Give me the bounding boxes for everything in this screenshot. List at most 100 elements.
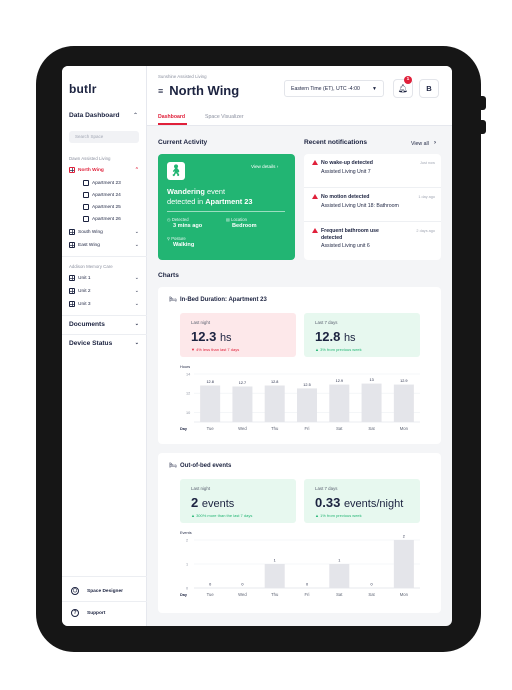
data-label: 0 [371, 583, 373, 587]
chevron-down-icon[interactable]: ⌄ [134, 229, 139, 235]
tablet-side-button [481, 120, 486, 134]
chevron-right-icon[interactable]: › [434, 140, 436, 146]
x-tick-label: Wed [238, 426, 247, 431]
sidebar-item-apartment-25[interactable]: Apartment 25 [83, 202, 143, 212]
sidebar-item-south-wing[interactable]: South Wing ⌄ [69, 227, 143, 237]
x-axis-label: Day [180, 427, 188, 431]
sidebar-item-unit-3[interactable]: Unit 3 ⌄ [69, 299, 143, 309]
divider [62, 334, 147, 335]
x-tick-label: Fri [305, 592, 310, 597]
last-7-days-stat: Last 7 days 0.33 events/night ▲ 1% from … [304, 479, 420, 523]
app-logo[interactable]: butlr [69, 82, 97, 96]
notification-title: No motion detected [321, 194, 370, 200]
y-tick-label: 10 [186, 411, 190, 415]
room-icon [83, 204, 89, 210]
room-icon [83, 192, 89, 198]
support-button[interactable]: ? Support [71, 609, 105, 617]
grid-icon [69, 301, 75, 307]
y-tick-label: 0 [186, 587, 188, 591]
x-tick-label: Mon [400, 592, 409, 597]
notifications-list: No wake-up detected Just now Assisted Li… [304, 154, 441, 260]
app-screen: butlr Data Dashboard ⌃ Search Space Dawn… [62, 66, 452, 626]
sidebar-item-label: Unit 2 [78, 288, 91, 294]
page-title: ≡ North Wing [158, 83, 239, 98]
sidebar-item-label: Unit 3 [78, 301, 91, 307]
stat-change: ▼ 4% less than last 7 days [191, 347, 240, 352]
sidebar: butlr Data Dashboard ⌃ Search Space Dawn… [62, 66, 147, 626]
sidebar-item-label: East Wing [78, 242, 100, 248]
notification-item[interactable]: Frequent bathroom use detected 2 days ag… [304, 222, 441, 260]
chart-bar [296, 388, 318, 422]
x-tick-label: Mon [400, 426, 409, 431]
chevron-down-icon[interactable]: ⌄ [134, 288, 139, 294]
data-label: 12.8 [206, 380, 213, 384]
chevron-up-icon[interactable]: ⌃ [132, 113, 138, 119]
x-tick-label: Thu [271, 592, 279, 597]
stat-change: ▲ 300% more than the last 7 days [191, 513, 253, 518]
timezone-select[interactable]: Eastern Time (ET), UTC -4:00 ▼ [284, 80, 384, 97]
help-icon: ? [71, 609, 79, 617]
card-title: Out-of-bed events [180, 463, 232, 469]
tab-space-visualizer[interactable]: Space Visualizer [205, 114, 244, 120]
x-tick-label: Tue [207, 426, 215, 431]
notification-item[interactable]: No wake-up detected Just now Assisted Li… [304, 154, 441, 188]
sidebar-item-unit-1[interactable]: Unit 1 ⌄ [69, 273, 143, 283]
sidebar-item-unit-2[interactable]: Unit 2 ⌄ [69, 286, 143, 296]
warning-icon [312, 228, 318, 233]
divider [62, 256, 147, 257]
stat-label: Last night [191, 486, 211, 491]
x-tick-label: Sat [368, 592, 375, 597]
current-activity-card[interactable]: 🚶︎ View details › Wandering event detect… [158, 154, 295, 260]
stat-label: Last night [191, 320, 211, 325]
detected-label: Detected [171, 217, 189, 222]
notification-item[interactable]: No motion detected 1 day ago Assisted Li… [304, 188, 441, 222]
data-label: 0 [306, 583, 308, 587]
y-axis-label: Events [180, 531, 192, 535]
chevron-up-icon[interactable]: ⌃ [134, 167, 139, 173]
data-dashboard-section[interactable]: Data Dashboard [69, 112, 120, 119]
chevron-down-icon[interactable]: ⌄ [134, 340, 139, 346]
notification-count-badge: 1 [404, 76, 412, 84]
sidebar-item-label: Apartment 23 [92, 180, 121, 186]
notification-title: Frequent bathroom use detected [321, 228, 379, 241]
space-designer-label: Space Designer [87, 588, 123, 594]
sidebar-item-label: Unit 1 [78, 275, 91, 281]
sidebar-item-east-wing[interactable]: East Wing ⌄ [69, 240, 143, 250]
tab-dashboard[interactable]: Dashboard [158, 114, 186, 120]
chart-bar [200, 385, 221, 422]
sidebar-item-apartment-23[interactable]: Apartment 23 [83, 178, 143, 188]
notification-time: 2 days ago [416, 229, 435, 233]
sidebar-item-apartment-26[interactable]: Apartment 26 [83, 214, 143, 224]
data-label: 12.8 [271, 380, 278, 384]
notifications-heading: Recent notifications [304, 139, 368, 146]
chart-bar [329, 384, 350, 422]
chevron-down-icon[interactable]: ⌄ [134, 301, 139, 307]
menu-icon[interactable]: ≡ [158, 85, 164, 96]
grid-icon [69, 229, 75, 235]
view-details-link[interactable]: View details › [251, 164, 279, 169]
grid-icon [69, 242, 75, 248]
top-header: Sunshine Assisted Living ≡ North Wing Ea… [147, 66, 452, 110]
in-bed-bar-chart: Hours 14 12 10 12.8 Tue 12.7 Wed 12.8 Thu 12.5 Fri 1… [180, 365, 420, 431]
view-all-link[interactable]: View all [411, 141, 429, 147]
notifications-button[interactable]: 🔔︎ [393, 79, 413, 98]
chevron-down-icon[interactable]: ⌄ [134, 275, 139, 281]
sidebar-item-apartment-24[interactable]: Apartment 24 [83, 190, 143, 200]
sidebar-item-north-wing[interactable]: North Wing ⌃ [69, 165, 143, 175]
stat-value: 0.33 events/night [315, 495, 404, 510]
charts-heading: Charts [158, 272, 179, 279]
sidebar-item-documents[interactable]: Documents ⌄ [69, 321, 143, 328]
chevron-down-icon[interactable]: ⌄ [134, 242, 139, 248]
chevron-down-icon[interactable]: ⌄ [134, 321, 139, 327]
stat-change: ▲ 1% from previous week [315, 513, 362, 518]
search-input[interactable]: Search Space [69, 131, 139, 143]
x-tick-label: Thu [271, 426, 279, 431]
divider [62, 576, 147, 577]
grid-icon [69, 167, 75, 173]
sidebar-item-label: Apartment 24 [92, 192, 121, 198]
space-designer-button[interactable]: ⬡ Space Designer [71, 587, 123, 595]
sidebar-item-device-status[interactable]: Device Status ⌄ [69, 340, 143, 347]
chart-bar [264, 564, 285, 588]
stat-value: 2 events [191, 495, 235, 510]
user-avatar[interactable]: B [419, 79, 439, 98]
